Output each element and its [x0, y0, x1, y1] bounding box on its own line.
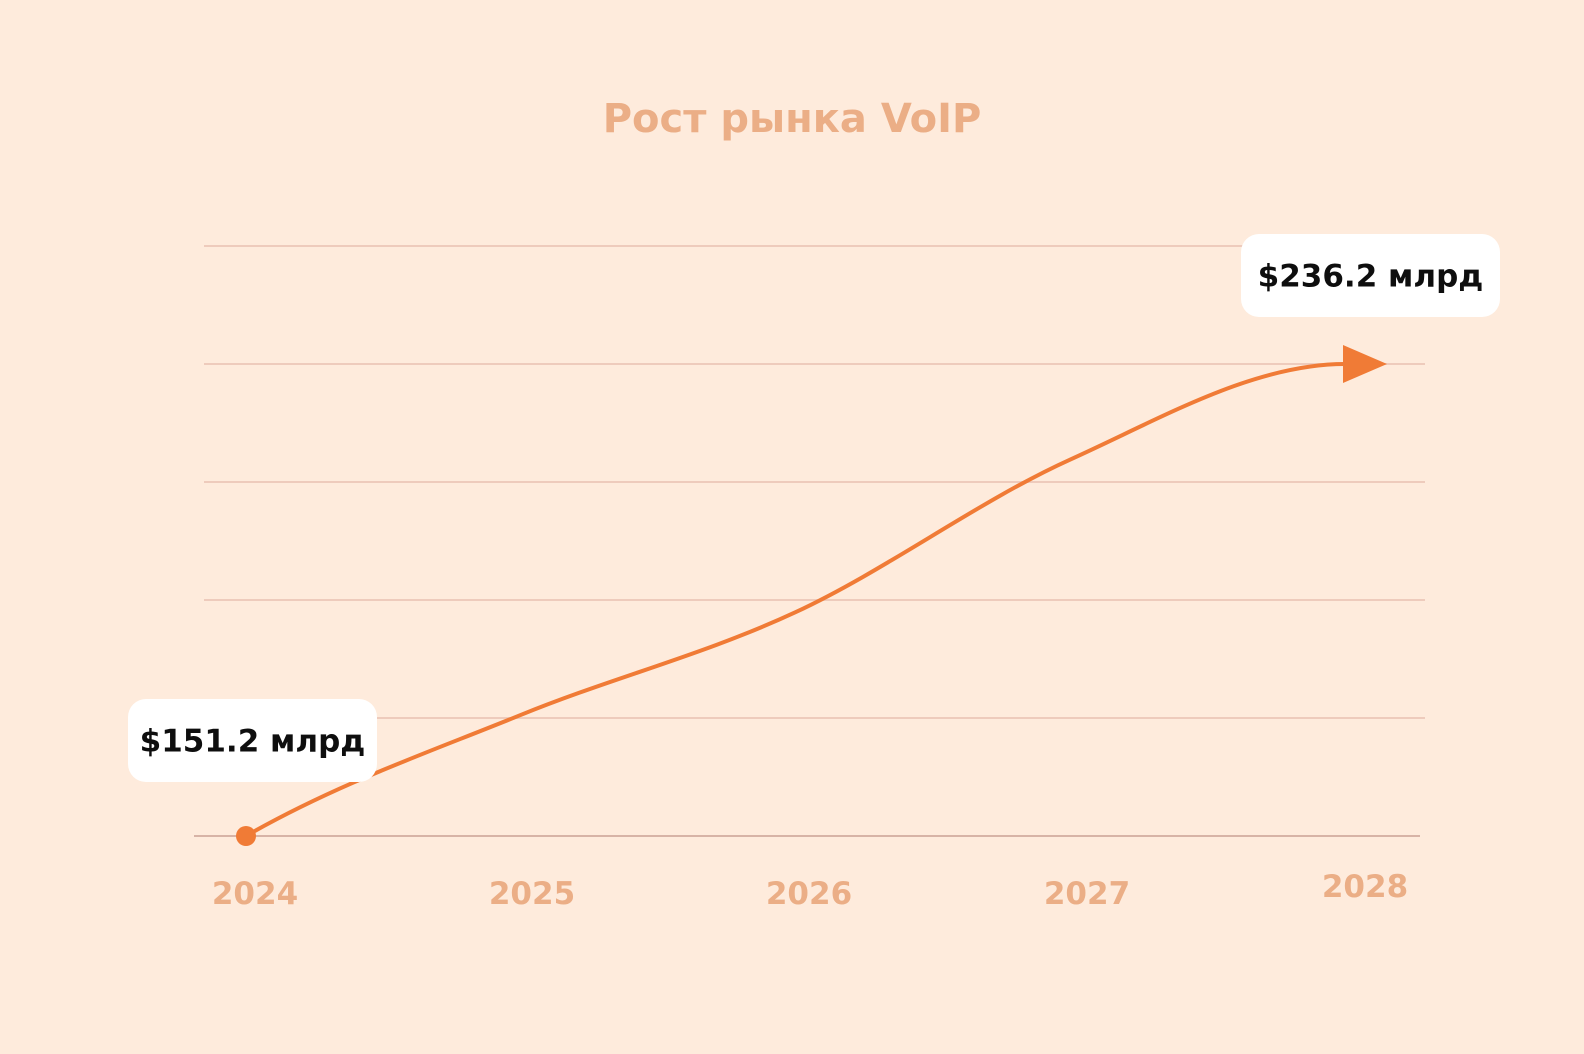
- series-start-point: [236, 826, 256, 846]
- value-callout: $236.2 млрд: [1241, 234, 1500, 317]
- callout-label: $236.2 млрд: [1258, 259, 1484, 295]
- callout-box: [128, 699, 377, 782]
- value-callout: $151.2 млрд: [128, 699, 377, 782]
- x-tick-label: 2028: [1322, 869, 1408, 905]
- gridlines: [204, 245, 1425, 719]
- x-tick-label: 2024: [212, 876, 298, 912]
- x-tick-label: 2025: [489, 876, 575, 912]
- series-line: [244, 362, 1347, 838]
- value-callouts: $151.2 млрд $236.2 млрд: [128, 234, 1500, 782]
- x-tick-label: 2027: [1044, 876, 1130, 912]
- callout-label: $151.2 млрд: [140, 724, 366, 760]
- x-tick-label: 2026: [766, 876, 852, 912]
- chart-title: Рост рынка VoIP: [602, 96, 982, 142]
- callout-box: [1241, 234, 1500, 317]
- series-arrowhead: [1343, 345, 1387, 383]
- x-tick-labels: 2024 2025 2026 2027 2028: [212, 869, 1408, 912]
